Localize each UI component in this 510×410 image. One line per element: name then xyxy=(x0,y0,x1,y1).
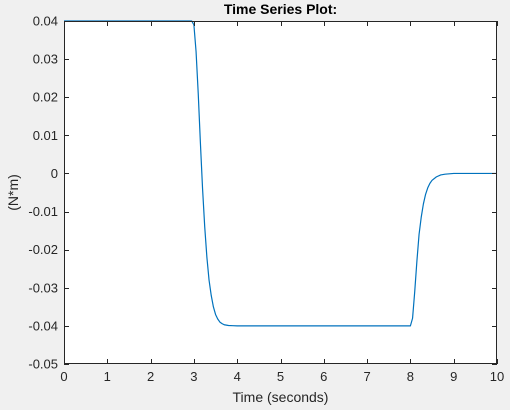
y-tick-label: -0.03 xyxy=(28,280,58,295)
ticks-layer: 0 1 2 3 4 5 6 7 8 9 10 0.04 0.03 0.02 0.01 0 -0.01 -0.02 -… xyxy=(28,14,504,385)
x-tick-label: 3 xyxy=(190,369,197,384)
y-tick-label: 0 xyxy=(51,166,58,181)
y-tick-label: 0.04 xyxy=(33,14,58,29)
x-tick-label: 4 xyxy=(234,369,241,384)
y-tick-label: -0.02 xyxy=(28,242,58,257)
y-tick-label: 0.03 xyxy=(33,52,58,67)
y-tick-label: -0.01 xyxy=(28,204,58,219)
x-tick-label: 9 xyxy=(450,369,457,384)
y-tick-label: -0.04 xyxy=(28,318,58,333)
y-axis-label: (N*m) xyxy=(5,174,21,211)
x-tick-label: 1 xyxy=(104,369,111,384)
chart-title: Time Series Plot: xyxy=(224,1,337,17)
x-tick-label: 0 xyxy=(60,369,67,384)
y-tick-label: 0.01 xyxy=(33,128,58,143)
x-tick-label: 10 xyxy=(490,369,504,384)
x-tick-label: 2 xyxy=(147,369,154,384)
plot-area xyxy=(64,21,497,364)
x-tick-label: 8 xyxy=(407,369,414,384)
y-tick-label: 0.02 xyxy=(33,90,58,105)
series-line xyxy=(64,20,497,327)
y-tick-label: -0.05 xyxy=(28,357,58,372)
axes-box xyxy=(64,21,497,364)
x-axis-label: Time (seconds) xyxy=(233,389,329,405)
series-layer xyxy=(64,20,497,327)
x-tick-label: 5 xyxy=(277,369,284,384)
x-tick-label: 7 xyxy=(363,369,370,384)
x-tick-label: 6 xyxy=(320,369,327,384)
